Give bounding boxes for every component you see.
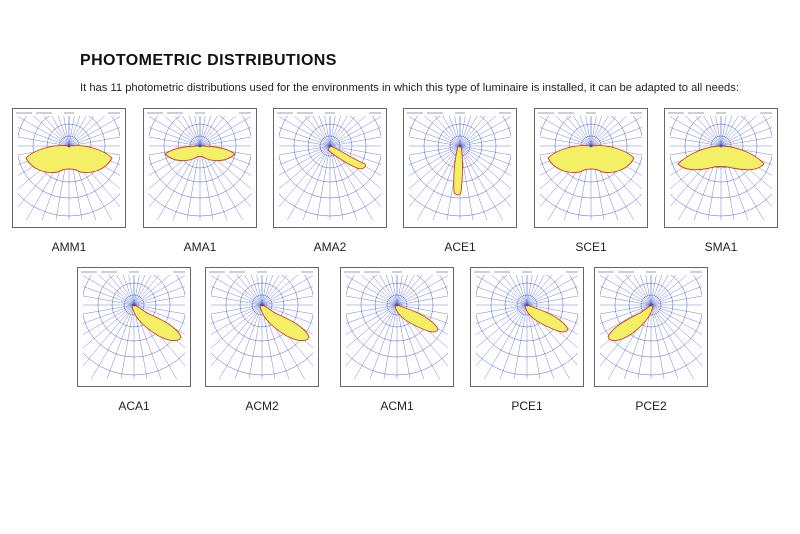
diagram-label: AMM1 [51,240,87,254]
polar-diagram-aca1 [77,267,191,387]
polar-diagram-ama1 [143,108,257,228]
center-point [132,303,136,307]
light-distribution-lobe [394,304,439,333]
polar-diagram-acm1 [340,267,454,387]
polar-chart [594,267,708,387]
light-distribution-lobe [547,145,635,173]
polar-chart [77,267,191,387]
center-point [260,303,264,307]
polar-grid [600,275,702,379]
center-point [719,144,723,148]
diagram-label: ACM1 [380,399,414,413]
polar-chart [403,108,517,228]
polar-diagram-sma1 [664,108,778,228]
polar-diagram-sce1 [534,108,648,228]
polar-chart [12,108,126,228]
light-distribution-lobe [524,304,569,333]
center-point [198,144,202,148]
diagram-label: ACE1 [444,240,476,254]
page-title: PHOTOMETRIC DISTRIBUTIONS [80,52,337,69]
diagram-label: PCE1 [511,399,543,413]
center-point [589,144,593,148]
light-distribution-lobe [131,304,182,342]
diagram-label: ACA1 [118,399,150,413]
light-distribution-lobe [677,145,765,171]
light-distribution-lobe [25,145,113,173]
center-point [395,303,399,307]
light-distribution-lobe [259,304,310,342]
diagram-label: SCE1 [575,240,607,254]
diagram-label: PCE2 [635,399,667,413]
center-point [67,144,71,148]
light-distribution-lobe [453,145,463,196]
light-distribution-lobe [327,145,366,170]
polar-chart [273,108,387,228]
diagram-label: AMA1 [183,240,217,254]
polar-chart [143,108,257,228]
polar-chart [534,108,648,228]
polar-diagram-acm2 [205,267,319,387]
polar-diagram-amm1 [12,108,126,228]
polar-diagram-ama2 [273,108,387,228]
center-point [649,303,653,307]
light-distribution-lobe [164,145,236,162]
diagram-label: SMA1 [704,240,738,254]
center-point [525,303,529,307]
diagram-label: AMA2 [313,240,347,254]
polar-chart [340,267,454,387]
polar-chart [470,267,584,387]
polar-grid [409,116,511,220]
polar-diagram-ace1 [403,108,517,228]
diagram-label: ACM2 [245,399,279,413]
polar-diagram-pce1 [470,267,584,387]
page-subtitle: It has 11 photometric distributions used… [80,82,739,94]
polar-grid [346,275,448,379]
center-point [328,144,332,148]
polar-grid [149,116,251,220]
polar-chart [664,108,778,228]
center-point [458,144,462,148]
polar-chart [205,267,319,387]
polar-diagram-pce2 [594,267,708,387]
light-distribution-lobe [607,304,654,342]
